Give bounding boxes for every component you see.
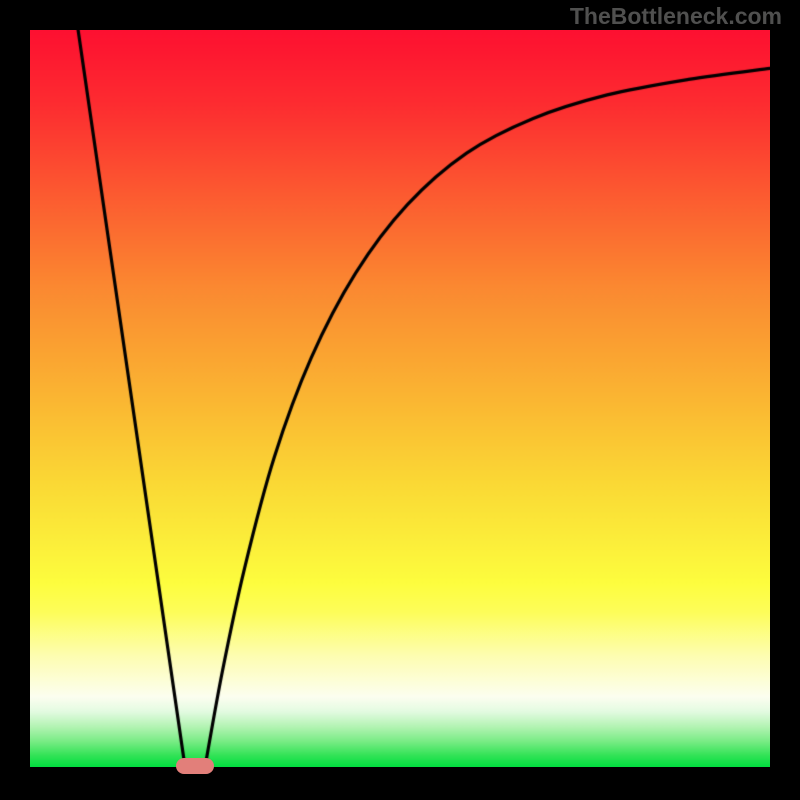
- minimum-marker: [176, 758, 214, 774]
- chart-canvas: [30, 30, 770, 767]
- watermark-text: TheBottleneck.com: [570, 3, 782, 30]
- plot-area: [30, 30, 770, 767]
